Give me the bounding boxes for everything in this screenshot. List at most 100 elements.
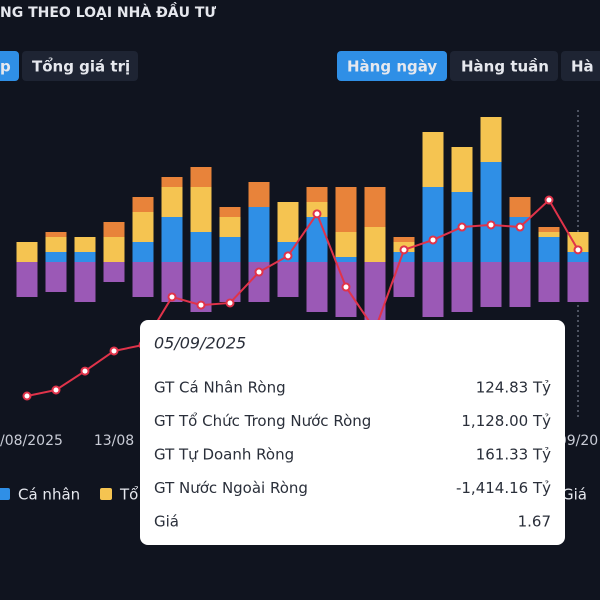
tab[interactable] xyxy=(450,51,558,81)
price-point xyxy=(486,220,496,230)
bar-segment xyxy=(161,217,183,262)
tab[interactable]: Hàng ngày xyxy=(347,58,437,76)
bar-segment xyxy=(364,187,386,227)
tooltip-date: 05/09/2025 xyxy=(154,334,246,353)
bar-segment xyxy=(16,262,38,297)
price-point xyxy=(515,222,525,232)
bar-segment xyxy=(74,237,96,252)
bar-segment xyxy=(190,187,212,232)
bar-segment xyxy=(509,262,531,307)
bar-segment xyxy=(451,262,473,312)
bar-segment xyxy=(103,237,125,262)
tooltip-label: GT Nước Ngoài Ròng xyxy=(154,479,308,497)
price-point xyxy=(109,346,119,356)
bar-segment xyxy=(422,132,444,187)
bar-segment xyxy=(74,262,96,302)
legend-swatch xyxy=(0,488,10,500)
legend-swatch xyxy=(100,488,112,500)
bar-segment xyxy=(219,217,241,237)
bar-segment xyxy=(219,207,241,217)
x-tick-label: 7/08/2025 xyxy=(0,433,63,449)
tooltip-value: 1.67 xyxy=(518,513,551,531)
price-point xyxy=(51,385,61,395)
bar-segment xyxy=(161,187,183,217)
price-point xyxy=(457,222,467,232)
tab[interactable] xyxy=(561,51,600,81)
tooltip-value: -1,414.16 Tỷ xyxy=(456,479,551,497)
price-point xyxy=(573,245,583,255)
price-point xyxy=(22,391,32,401)
bar-segment xyxy=(103,262,125,282)
legend-label: Cá nhân xyxy=(18,486,80,504)
tooltip-label: GT Tổ Chức Trong Nước Ròng xyxy=(154,412,371,430)
tooltip-label: GT Tự Doanh Ròng xyxy=(154,446,294,464)
bar-segment xyxy=(538,232,560,237)
tooltip-value: 161.33 Tỷ xyxy=(476,446,551,464)
x-tick-label: 13/08 xyxy=(94,433,134,449)
tooltip-value: 124.83 Tỷ xyxy=(476,379,551,397)
bar-segment xyxy=(16,242,38,262)
price-point xyxy=(80,366,90,376)
price-point xyxy=(283,251,293,261)
bar-segment xyxy=(335,257,357,262)
bar-segment xyxy=(567,262,589,302)
tooltip-label: Giá xyxy=(154,513,179,531)
bar-segment xyxy=(538,227,560,232)
bar-segment xyxy=(161,177,183,187)
bar-segment xyxy=(190,232,212,262)
bar-segment xyxy=(132,262,154,297)
tab[interactable]: Hà xyxy=(571,58,594,76)
legend-label: Giá xyxy=(562,486,587,504)
tab[interactable] xyxy=(22,51,138,81)
bar-segment xyxy=(480,262,502,307)
legend-label: Tổ xyxy=(119,486,138,504)
bar-segment xyxy=(335,187,357,232)
bar-segment xyxy=(335,232,357,257)
bar-segment xyxy=(248,262,270,302)
bar-segment xyxy=(538,237,560,262)
bar-segment xyxy=(567,252,589,262)
bar-segment xyxy=(190,167,212,187)
bar-segment xyxy=(132,212,154,242)
bar-segment xyxy=(277,262,299,297)
bar-segment xyxy=(364,227,386,262)
tab-active[interactable] xyxy=(337,51,447,81)
price-point xyxy=(196,300,206,310)
tab[interactable]: Hàng tuần xyxy=(461,58,549,76)
bar-segment xyxy=(132,197,154,212)
bar-segment xyxy=(161,262,183,302)
tab[interactable]: Tổng giá trị xyxy=(32,57,130,76)
price-point xyxy=(167,292,177,302)
bar-segment xyxy=(45,262,67,292)
bar-segment xyxy=(509,197,531,217)
bar-segment xyxy=(45,252,67,262)
bar-segment xyxy=(480,162,502,262)
price-line xyxy=(26,198,579,397)
bar-segment xyxy=(364,262,386,322)
price-point xyxy=(312,209,322,219)
bar-segment xyxy=(45,237,67,252)
title: NG THEO LOẠI NHÀ ĐẦU TƯ xyxy=(0,2,216,21)
price-point xyxy=(254,267,264,277)
bar-segment xyxy=(509,217,531,262)
price-point xyxy=(428,235,438,245)
bar-segment xyxy=(451,147,473,192)
bar-segment xyxy=(190,262,212,312)
bar-segment xyxy=(219,237,241,262)
price-point xyxy=(341,282,351,292)
bar-segment xyxy=(393,262,415,297)
price-point xyxy=(399,245,409,255)
tooltip-label: GT Cá Nhân Ròng xyxy=(154,379,286,397)
bar-segment xyxy=(132,242,154,262)
bar-segment xyxy=(567,232,589,252)
bar-segment xyxy=(248,182,270,207)
bar-segment xyxy=(538,262,560,302)
tab-active[interactable] xyxy=(0,51,19,81)
price-point xyxy=(225,298,235,308)
tab[interactable]: p xyxy=(0,58,11,76)
bar-segment xyxy=(422,187,444,262)
tooltip-value: 1,128.00 Tỷ xyxy=(461,412,551,430)
bar-segment xyxy=(306,187,328,202)
tooltip: 05/09/2025 GT Cá Nhân Ròng 124.83 Tỷ GT Tổ… xyxy=(140,320,565,545)
